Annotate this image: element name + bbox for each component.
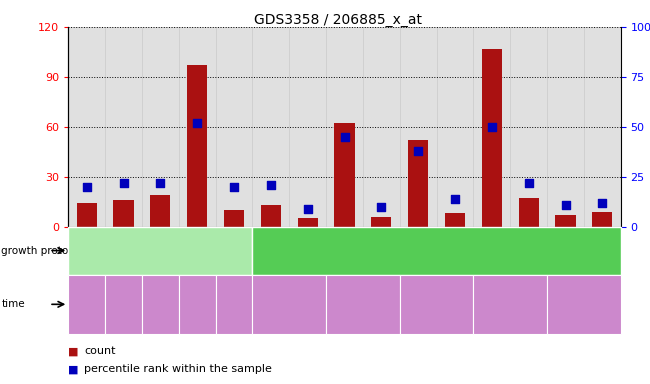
Bar (142, 27, 179, 227)
Point (376, 204, 387, 210)
Text: androgen-deprived: androgen-deprived (377, 244, 497, 257)
Text: ■: ■ (68, 346, 83, 356)
Bar (105, 27, 142, 227)
Text: 3 weeks: 3 weeks (266, 299, 312, 310)
Bar (400, 27, 437, 227)
Bar (224, 210, 244, 227)
Bar (326, 27, 363, 227)
Bar (68, 27, 105, 227)
Bar (437, 27, 473, 227)
Bar (216, 27, 252, 227)
Text: 1 month: 1 month (339, 299, 386, 310)
Bar (371, 217, 391, 227)
Text: growth protocol: growth protocol (1, 245, 84, 256)
Text: GDS3358 / 206885_x_at: GDS3358 / 206885_x_at (254, 13, 422, 27)
Text: count: count (84, 346, 116, 356)
Bar (187, 65, 207, 227)
Point (487, 124, 497, 130)
Text: 0
weeks: 0 weeks (75, 295, 99, 314)
Point (560, 202, 571, 208)
Point (523, 180, 534, 186)
Point (192, 120, 202, 126)
Bar (547, 27, 584, 227)
Point (413, 147, 423, 154)
Point (81, 184, 92, 190)
Bar (445, 213, 465, 227)
Point (155, 180, 166, 186)
Text: 5
months: 5 months (183, 295, 212, 314)
Text: 12 months: 12 months (554, 299, 614, 310)
Text: 5 months: 5 months (410, 299, 463, 310)
Text: ■: ■ (68, 364, 83, 374)
Point (118, 180, 129, 186)
Point (450, 195, 460, 202)
Bar (261, 205, 281, 227)
Bar (584, 27, 621, 227)
Bar (592, 212, 612, 227)
Bar (510, 27, 547, 227)
Point (597, 200, 608, 206)
Bar (298, 218, 318, 227)
Point (302, 205, 313, 212)
Point (229, 184, 239, 190)
Bar (334, 123, 355, 227)
Bar (408, 140, 428, 227)
Bar (289, 27, 326, 227)
Text: 11 months: 11 months (480, 299, 540, 310)
Bar (77, 203, 97, 227)
Bar (113, 200, 134, 227)
Point (339, 134, 350, 140)
Bar (179, 27, 216, 227)
Bar (555, 215, 576, 227)
Bar (473, 27, 510, 227)
Bar (150, 195, 170, 227)
Point (266, 182, 276, 188)
Bar (252, 27, 289, 227)
Text: time: time (1, 299, 25, 310)
Text: 12
months: 12 months (220, 295, 248, 314)
Bar (482, 48, 502, 227)
Bar (519, 198, 539, 227)
Text: percentile rank within the sample: percentile rank within the sample (84, 364, 272, 374)
Text: 1
month: 1 month (148, 295, 173, 314)
Text: 3
weeks: 3 weeks (112, 295, 135, 314)
Text: control: control (138, 244, 182, 257)
Bar (363, 27, 400, 227)
